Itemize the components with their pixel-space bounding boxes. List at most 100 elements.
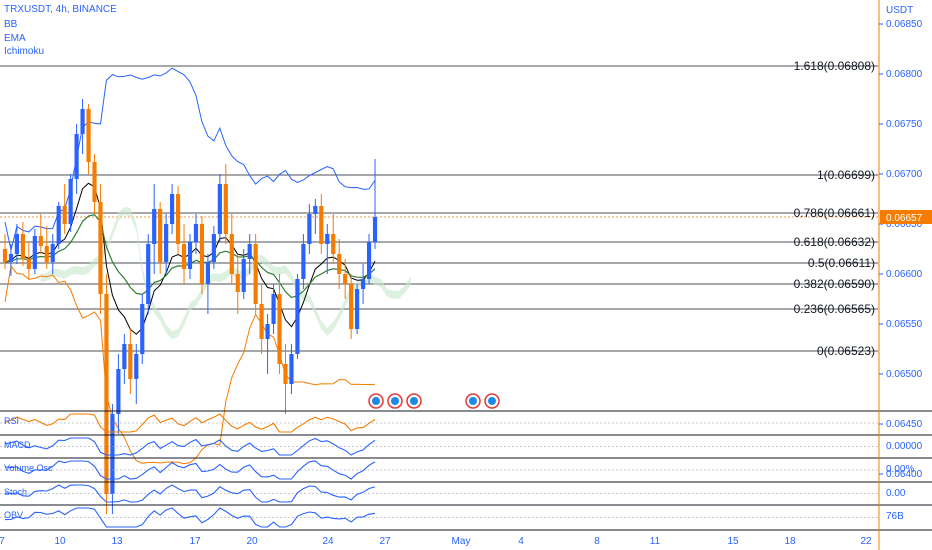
candle-body[interactable] [146, 244, 151, 304]
candle-body[interactable] [8, 254, 14, 262]
candle-body[interactable] [229, 234, 234, 274]
x-tick-label: 8 [594, 536, 600, 547]
pane-name-label[interactable]: OBV [4, 510, 23, 520]
candle-body[interactable] [301, 244, 306, 279]
x-tick-label: 17 [189, 536, 201, 547]
candle-body[interactable] [265, 324, 270, 339]
pane-name-label[interactable]: Stoch [4, 487, 27, 497]
candle-body[interactable] [56, 206, 61, 244]
candle-body[interactable] [360, 279, 366, 289]
candle-body[interactable] [38, 236, 43, 246]
legend-ema[interactable]: EMA [4, 33, 26, 44]
candle-body[interactable] [44, 246, 49, 262]
candle-body[interactable] [253, 244, 258, 304]
candle-body[interactable] [128, 344, 133, 379]
pane-series-line [4, 507, 376, 528]
pane-name-label[interactable]: Volume Osc [4, 463, 53, 473]
candle-body[interactable] [247, 244, 252, 259]
candle-body[interactable] [32, 236, 37, 269]
y-tick-label: 0.06800 [886, 69, 923, 80]
fib-level-label: 1.618(0.06808) [794, 59, 875, 73]
candle-body[interactable] [241, 259, 246, 292]
candle-body[interactable] [92, 162, 97, 202]
candle-body[interactable] [223, 184, 228, 234]
current-price-value: 0.06657 [886, 213, 923, 224]
candle-body[interactable] [104, 294, 109, 494]
event-flag-icon-inner [410, 397, 418, 405]
candle-body[interactable] [98, 202, 103, 294]
candle-body[interactable] [152, 209, 157, 244]
candle-body[interactable] [343, 274, 348, 284]
candle-body[interactable] [86, 109, 91, 162]
fib-level-label: 0.382(0.06590) [794, 277, 875, 291]
x-tick-label: 22 [860, 536, 872, 547]
candle-body[interactable] [170, 194, 175, 224]
candle-body[interactable] [235, 274, 240, 292]
legend-bb[interactable]: BB [4, 19, 18, 30]
pane-value-label: 76B [886, 511, 904, 522]
candle-body[interactable] [14, 234, 20, 254]
candle-body[interactable] [140, 304, 145, 354]
candle-body[interactable] [307, 214, 312, 244]
pane-value-label: 0.00% [886, 464, 914, 475]
candle-body[interactable] [331, 234, 336, 254]
x-tick-label: May [452, 536, 471, 547]
y-tick-label: 0.06600 [886, 269, 923, 280]
candle-body[interactable] [337, 254, 342, 274]
candle-body[interactable] [164, 224, 169, 262]
candle-body[interactable] [271, 294, 276, 324]
candle-body[interactable] [372, 217, 378, 242]
candles-layer [2, 99, 378, 514]
candle-body[interactable] [277, 294, 282, 364]
candle-body[interactable] [2, 249, 8, 262]
candle-body[interactable] [20, 234, 25, 259]
candle-body[interactable] [217, 184, 222, 234]
candle-body[interactable] [68, 179, 73, 224]
y-tick-label: 0.06700 [886, 169, 923, 180]
fib-level-label: 0.618(0.06632) [794, 235, 875, 249]
pane-series-line [4, 413, 376, 433]
candle-body[interactable] [187, 242, 193, 269]
candle-body[interactable] [122, 344, 127, 369]
candle-body[interactable] [355, 289, 360, 329]
candle-body[interactable] [181, 244, 187, 269]
pane-series-line [4, 460, 376, 480]
candle-body[interactable] [50, 244, 55, 262]
candle-body[interactable] [116, 369, 121, 414]
candle-body[interactable] [313, 206, 318, 214]
events-layer [368, 393, 500, 409]
candle-body[interactable] [62, 206, 67, 224]
candle-body[interactable] [259, 304, 264, 339]
candle-body[interactable] [110, 414, 115, 494]
x-tick-label: 24 [322, 536, 334, 547]
candle-body[interactable] [349, 284, 354, 329]
candle-body[interactable] [211, 234, 216, 262]
candle-body[interactable] [199, 224, 205, 284]
candle-body[interactable] [158, 209, 163, 262]
x-tick-label: 4 [518, 536, 524, 547]
candle-body[interactable] [325, 234, 330, 244]
candle-body[interactable] [283, 364, 288, 384]
y-tick-label: 0.06750 [886, 119, 923, 130]
candle-body[interactable] [26, 259, 31, 269]
pane-name-label[interactable]: RSI [4, 416, 19, 426]
candle-body[interactable] [193, 224, 199, 242]
event-flag-icon-inner [372, 397, 380, 405]
fib-level-label: 0.236(0.06565) [794, 302, 875, 316]
candle-body[interactable] [74, 134, 79, 179]
candle-body[interactable] [175, 194, 181, 244]
x-tick-label: 10 [54, 536, 66, 547]
candle-body[interactable] [295, 279, 300, 354]
candle-body[interactable] [205, 262, 210, 284]
candle-body[interactable] [134, 354, 139, 379]
candle-body[interactable] [366, 242, 372, 279]
candle-body[interactable] [80, 109, 85, 134]
event-flag-icon-inner [469, 397, 477, 405]
candle-body[interactable] [289, 354, 294, 384]
event-flag-icon-inner [488, 397, 496, 405]
legend-ichimoku[interactable]: Ichimoku [4, 46, 44, 57]
fib-level-label: 1(0.06699) [817, 168, 875, 182]
pane-name-label[interactable]: MACD [4, 440, 31, 450]
candle-body[interactable] [319, 206, 324, 244]
